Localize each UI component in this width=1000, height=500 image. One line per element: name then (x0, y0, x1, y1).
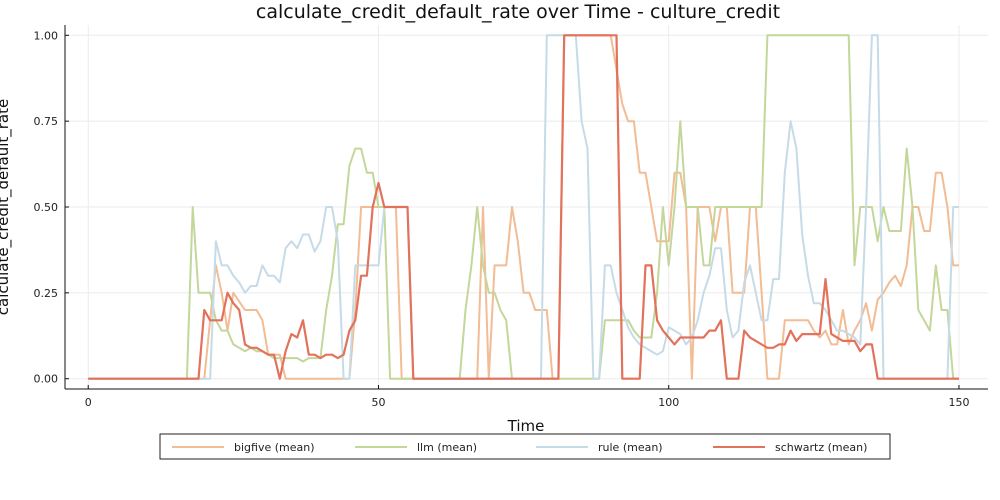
series-line-3 (88, 34, 959, 380)
x-tick-label: 0 (85, 396, 92, 409)
legend-label: llm (mean) (417, 441, 477, 454)
y-axis-label: calculate_credit_default_rate (0, 99, 13, 315)
y-tick-label: 0.50 (34, 201, 59, 214)
ticks: 0 50 100 150 0.00 0.25 0.50 0.75 1.00 (34, 29, 970, 409)
x-tick-label: 50 (371, 396, 385, 409)
legend: bigfive (mean) llm (mean) rule (mean) schwa… (159, 433, 891, 460)
y-tick-label: 0.75 (34, 115, 59, 128)
series-layer (88, 34, 959, 380)
legend-label: schwartz (mean) (775, 441, 867, 454)
series-line-4 (88, 34, 959, 380)
y-tick-label: 0.25 (34, 287, 59, 300)
legend-label: bigfive (mean) (234, 441, 315, 454)
y-tick-label: 0.00 (34, 373, 59, 386)
x-tick-label: 150 (948, 396, 969, 409)
legend-label: rule (mean) (598, 441, 663, 454)
x-tick-label: 100 (658, 396, 679, 409)
legend-box (159, 433, 891, 460)
x-axis-label: Time (507, 417, 545, 435)
chart-title: calculate_credit_default_rate over Time … (256, 1, 780, 23)
y-tick-label: 1.00 (34, 29, 59, 42)
